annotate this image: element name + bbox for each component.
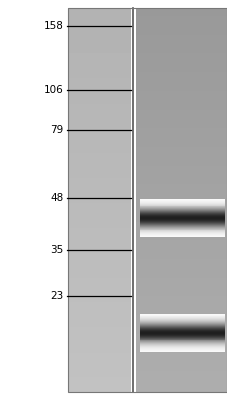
Bar — [140, 319, 224, 320]
Bar — [140, 316, 224, 318]
Bar — [140, 348, 224, 349]
Bar — [140, 220, 224, 221]
Bar — [140, 204, 224, 206]
Bar — [140, 216, 224, 217]
Bar — [140, 323, 224, 324]
Bar — [140, 338, 224, 340]
Bar — [140, 225, 224, 226]
Bar — [140, 337, 224, 338]
Bar — [140, 208, 224, 209]
Bar — [140, 228, 224, 230]
Bar — [140, 199, 224, 200]
Bar — [140, 215, 224, 216]
Bar — [140, 212, 224, 213]
Bar — [140, 344, 224, 345]
Bar — [140, 327, 224, 328]
Bar — [140, 209, 224, 210]
Bar — [140, 223, 224, 224]
Bar — [140, 324, 224, 325]
Bar — [140, 234, 224, 235]
Text: 158: 158 — [44, 21, 64, 31]
Bar — [140, 345, 224, 346]
Text: 106: 106 — [44, 85, 64, 95]
Bar — [140, 200, 224, 201]
Bar — [140, 333, 224, 334]
Bar — [140, 222, 224, 223]
Bar — [140, 201, 224, 202]
Bar — [140, 203, 224, 204]
Bar — [140, 328, 224, 329]
Bar — [140, 321, 224, 322]
Bar — [140, 233, 224, 234]
Bar — [140, 350, 224, 351]
Bar — [140, 236, 224, 237]
Bar — [140, 226, 224, 227]
Bar — [140, 213, 224, 214]
Bar — [140, 217, 224, 218]
Bar — [140, 334, 224, 335]
Bar — [140, 325, 224, 326]
Bar — [140, 335, 224, 336]
Bar — [140, 219, 224, 220]
Bar — [140, 326, 224, 327]
Text: 48: 48 — [50, 193, 64, 203]
Bar — [140, 346, 224, 347]
Bar — [140, 320, 224, 321]
Bar — [140, 206, 224, 208]
Bar — [140, 351, 224, 352]
Text: 23: 23 — [50, 291, 64, 301]
Bar — [140, 342, 224, 343]
Bar — [140, 235, 224, 236]
Bar — [140, 347, 224, 348]
Bar — [140, 318, 224, 319]
Bar — [140, 230, 224, 232]
Bar — [140, 322, 224, 323]
Bar — [140, 224, 224, 225]
Bar — [140, 211, 224, 212]
Bar — [140, 202, 224, 203]
Bar — [140, 314, 224, 316]
Bar — [140, 332, 224, 333]
Bar — [140, 329, 224, 330]
Bar — [140, 336, 224, 337]
Bar — [140, 227, 224, 228]
Bar — [68, 8, 226, 392]
Bar — [140, 343, 224, 344]
Bar — [140, 349, 224, 350]
Bar — [140, 221, 224, 222]
Bar — [140, 331, 224, 332]
Bar — [140, 214, 224, 215]
Bar — [140, 232, 224, 233]
Text: 35: 35 — [50, 245, 64, 255]
Bar — [140, 210, 224, 211]
Bar — [140, 218, 224, 219]
Bar — [140, 330, 224, 331]
Bar — [140, 340, 224, 342]
Text: 79: 79 — [50, 125, 64, 135]
